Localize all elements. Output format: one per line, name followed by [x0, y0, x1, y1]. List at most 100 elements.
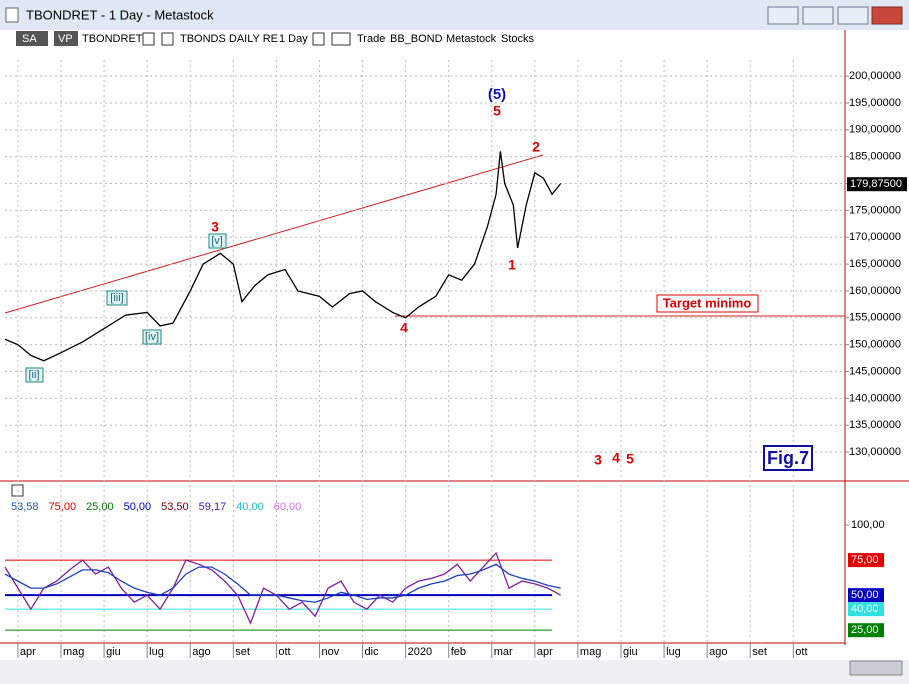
y-tick-label: 200,00000 [849, 70, 901, 82]
y-tick-label: 155,00000 [849, 312, 901, 324]
kind: Stocks [501, 33, 535, 45]
x-tick-label: apr [20, 646, 36, 658]
y-tick-label: 175,00000 [849, 204, 901, 216]
symbol-dropdown[interactable] [142, 32, 155, 46]
price-line [4, 151, 562, 362]
x-tick-label: 2020 [408, 646, 432, 658]
y-tick-label: 145,00000 [849, 365, 901, 377]
indicator-line [4, 563, 561, 603]
wave-label: 5 [626, 451, 634, 467]
security: TBONDS DAILY RE [180, 33, 278, 45]
vp-label: VP [58, 33, 73, 45]
readout-value: 60,00 [274, 501, 302, 513]
r-button[interactable] [331, 32, 351, 46]
wave-label: [iv] [145, 331, 159, 343]
x-tick-label: giu [106, 646, 121, 658]
restore-button[interactable] [767, 6, 799, 25]
x-tick-label: lug [149, 646, 164, 658]
x-tick-label: mag [580, 646, 601, 658]
window-title: TBONDRET - 1 Day - Metastock [26, 7, 214, 22]
mode: Trade [357, 33, 385, 45]
y-tick-label: 140,00000 [849, 392, 901, 404]
wave-label: 5 [493, 103, 501, 119]
wave-label: 3 [211, 219, 219, 235]
wave-label: 1 [508, 257, 516, 273]
title-bar [0, 0, 909, 30]
y-tick-label: 130,00000 [849, 446, 901, 458]
period-dropdown[interactable] [312, 32, 325, 46]
level-label: 75,00 [851, 554, 879, 566]
x-tick-label: ago [709, 646, 727, 658]
y-tick-label: 165,00000 [849, 258, 901, 270]
template: BB_BOND [390, 33, 443, 45]
wave-label: 3 [594, 452, 602, 468]
level-label: 50,00 [851, 589, 879, 601]
y-tick-label: 190,00000 [849, 124, 901, 136]
maximize-button[interactable] [837, 6, 869, 25]
wave-box [106, 290, 128, 306]
x-tick-label: mag [63, 646, 84, 658]
readout-value: 40,00 [236, 501, 264, 513]
minimize-button[interactable] [802, 6, 834, 25]
trendline [4, 154, 544, 314]
readout-value: 59,17 [199, 501, 227, 513]
scrollbar-area [0, 660, 909, 684]
vp-button[interactable] [54, 31, 78, 46]
fig-label: Fig.7 [767, 448, 809, 468]
x-tick-label: set [235, 646, 250, 658]
indicator-line [4, 551, 562, 625]
last-price-box [847, 177, 907, 192]
level-box [848, 623, 884, 638]
sa-label: SA [22, 33, 37, 45]
level-label: 25,00 [851, 624, 879, 636]
level-box [848, 588, 884, 603]
close-button[interactable] [871, 6, 903, 25]
x-tick-label: ott [278, 646, 290, 658]
y-tick-label: 195,00000 [849, 97, 901, 109]
x-tick-label: nov [321, 646, 339, 658]
y-tick-label: 170,00000 [849, 231, 901, 243]
y-tick-label: 185,00000 [849, 151, 901, 163]
symbol: TBONDRET [82, 33, 143, 45]
x-tick-label: mar [494, 646, 513, 658]
x-tick-label: lug [666, 646, 681, 658]
wave-label: 2 [532, 139, 540, 155]
wave-box [25, 367, 44, 383]
scroll-thumb[interactable] [849, 660, 903, 676]
x-tick-label: set [752, 646, 767, 658]
level-label: 40,00 [851, 603, 879, 615]
x-tick-label: dic [365, 646, 380, 658]
wave-box [142, 329, 162, 345]
readout-value: 53,58 [11, 501, 39, 513]
security-icon[interactable] [161, 32, 174, 46]
wave-label: [iii] [110, 292, 123, 304]
x-tick-label: apr [537, 646, 553, 658]
wave-label: [ii] [29, 369, 40, 381]
x-tick-label: giu [623, 646, 638, 658]
readout-value: 53,50 [161, 501, 189, 513]
level-box [848, 602, 884, 617]
y-tick-label: 150,00000 [849, 339, 901, 351]
app-icon [5, 7, 19, 23]
target-label: Target minimo [663, 295, 752, 310]
readout-value: 50,00 [124, 501, 152, 513]
wave-label: 4 [400, 320, 408, 336]
level-box [848, 553, 884, 568]
y-tick-label: 160,00000 [849, 285, 901, 297]
fig-box [763, 445, 813, 471]
y-tick-label: 100,00 [851, 519, 885, 531]
source: Metastock [446, 33, 497, 45]
wave-label: [v] [211, 235, 223, 247]
wave-box [208, 233, 227, 249]
x-tick-label: ott [795, 646, 807, 658]
readout-value: 25,00 [86, 501, 114, 513]
last-price-label: 179,87500 [850, 178, 902, 190]
x-tick-label: feb [451, 646, 466, 658]
wave-label: (5) [488, 86, 506, 103]
target-box [656, 294, 759, 313]
sa-button[interactable] [16, 31, 48, 46]
period: 1 Day [279, 33, 308, 45]
readout-value: 75,00 [49, 501, 77, 513]
wave-label: 4 [612, 450, 620, 466]
